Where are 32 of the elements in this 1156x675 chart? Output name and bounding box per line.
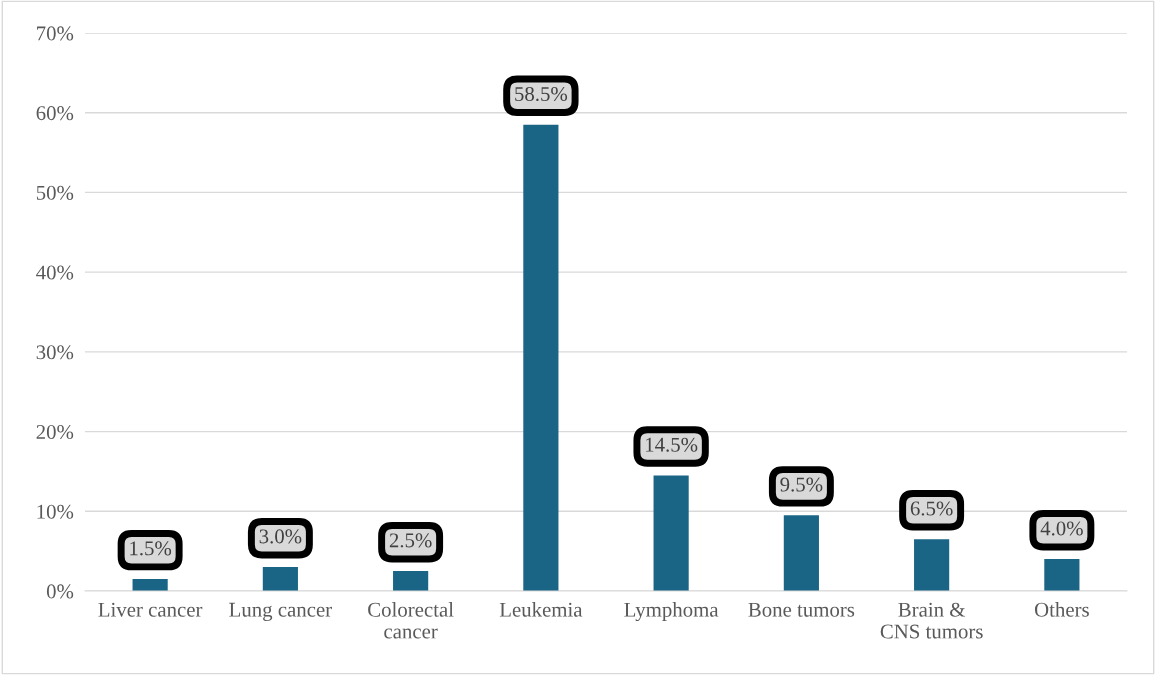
y-tick-label: 50% bbox=[36, 185, 74, 200]
data-label: 3.0% bbox=[259, 529, 302, 544]
data-label: 6.5% bbox=[910, 501, 953, 516]
x-tick-label: Lung cancer bbox=[229, 602, 332, 621]
data-label: 58.5% bbox=[515, 86, 568, 102]
y-tick-label: 30% bbox=[36, 345, 74, 360]
data-label: 2.5% bbox=[389, 533, 432, 548]
bar bbox=[653, 475, 689, 591]
bar bbox=[783, 515, 819, 591]
data-label: 4.0% bbox=[1040, 521, 1083, 536]
y-tick-label: 60% bbox=[36, 106, 74, 121]
y-tick-label: 70% bbox=[37, 26, 74, 41]
y-tick-label: 20% bbox=[36, 424, 74, 440]
y-tick-label: 10% bbox=[37, 504, 74, 519]
x-tick-label: Colorectal cancer bbox=[368, 602, 454, 639]
data-label: 14.5% bbox=[646, 437, 698, 452]
bar bbox=[914, 539, 950, 591]
data-label: 9.5% bbox=[780, 477, 823, 492]
y-tick-label: 40% bbox=[36, 265, 74, 280]
x-tick-label: Brain & CNS tumors bbox=[880, 602, 983, 639]
x-tick-label: Leukemia bbox=[499, 602, 583, 617]
bar bbox=[393, 571, 429, 591]
x-tick-label: Lymphoma bbox=[624, 602, 719, 622]
x-tick-label: Bone tumors bbox=[748, 602, 855, 617]
x-tick-label: Liver cancer bbox=[98, 602, 203, 617]
bar bbox=[1044, 559, 1080, 591]
bar bbox=[132, 579, 168, 591]
y-tick-label: 0% bbox=[46, 584, 74, 599]
data-label: 1.5% bbox=[130, 541, 172, 556]
bar bbox=[262, 567, 298, 591]
x-tick-label: Others bbox=[1034, 602, 1089, 617]
bar bbox=[523, 124, 559, 591]
